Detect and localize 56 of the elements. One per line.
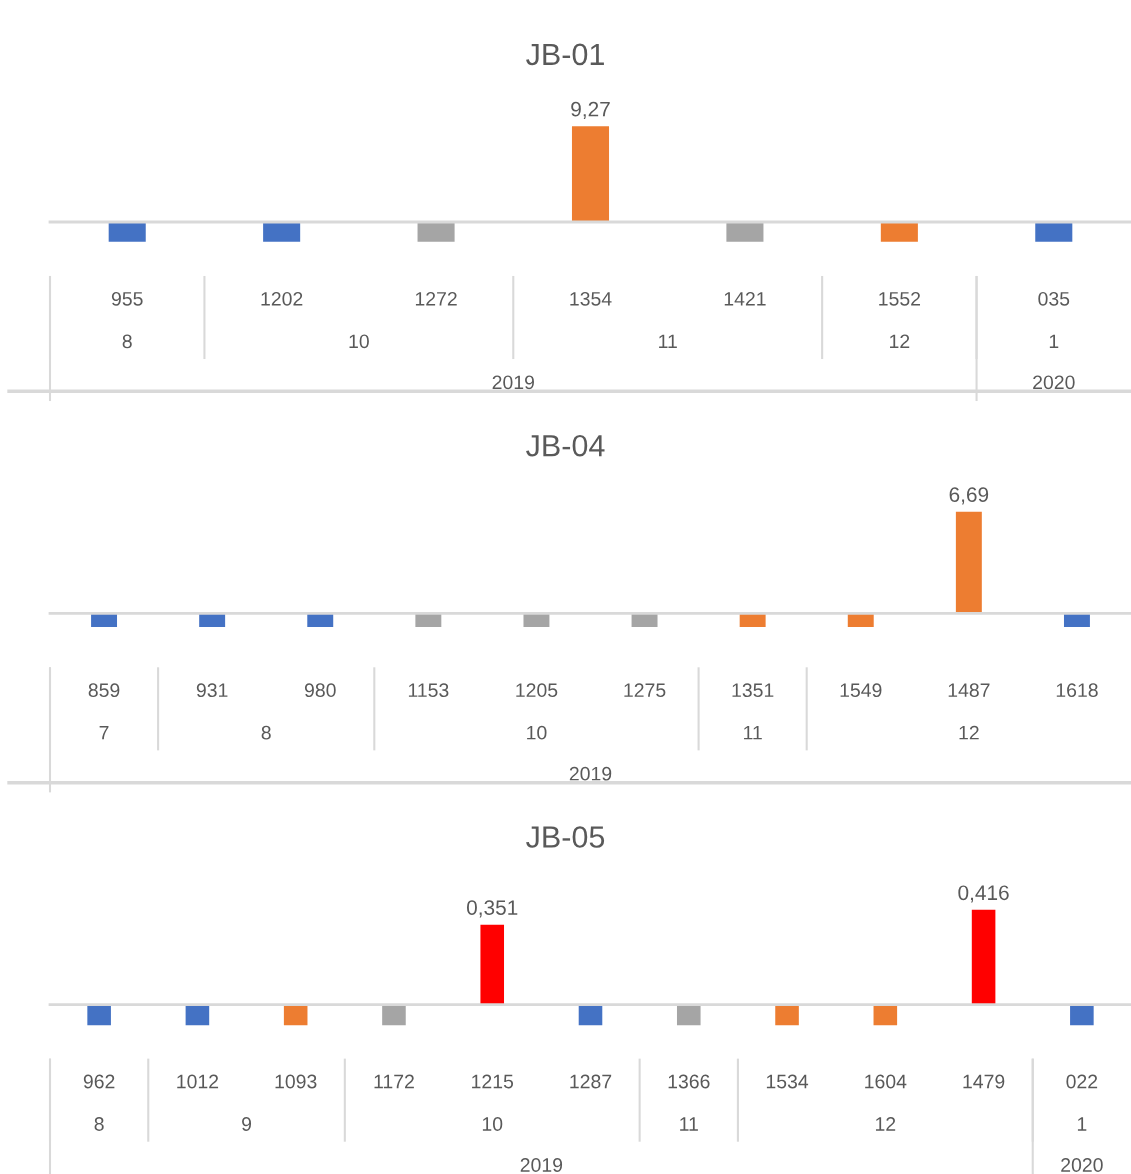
chart-title: JB-04 (526, 434, 605, 457)
x-tick-label: 931 (196, 683, 228, 698)
x-tick-label: 1202 (261, 291, 303, 306)
x-tick-label: 1012 (177, 1074, 219, 1089)
text: 2019 (569, 766, 612, 781)
text: 9 (242, 1117, 252, 1131)
x-tick-label: 1487 (948, 683, 990, 698)
text: 10 (482, 1117, 503, 1131)
text: 7 (99, 725, 109, 740)
x-tick-label: 1534 (766, 1074, 809, 1089)
x-tick-label: 1287 (570, 1074, 612, 1089)
x-tick-label: 1618 (1056, 683, 1098, 698)
text: 2019 (492, 375, 534, 390)
x-tick-label: 022 (1066, 1074, 1098, 1089)
x-tick-label: 1351 (732, 683, 774, 698)
text: 2019 (520, 1158, 563, 1172)
x-tick-label: 1479 (963, 1074, 1005, 1089)
text: 10 (349, 334, 369, 349)
text: 11 (680, 1117, 698, 1131)
text: 8 (261, 725, 271, 740)
data-label: 6,69 (949, 487, 989, 505)
x-tick-label: 1172 (374, 1074, 414, 1089)
x-tick-label: 1549 (840, 683, 882, 698)
x-tick-label: 1552 (879, 291, 921, 306)
x-tick-label: 1354 (570, 291, 612, 306)
text: 1 (1077, 1117, 1087, 1131)
data-label: 0,351 (466, 900, 518, 918)
text: 1 (1049, 334, 1059, 349)
x-tick-label: 1421 (724, 291, 766, 306)
x-tick-label: 1272 (415, 291, 457, 306)
x-tick-label: 1153 (408, 683, 449, 698)
text: 11 (659, 334, 677, 349)
x-tick-label: 980 (304, 683, 336, 698)
text: 11 (744, 725, 762, 740)
data-label: 9,27 (571, 101, 610, 120)
x-tick-label: 1205 (516, 683, 558, 698)
text: 12 (959, 725, 979, 740)
x-tick-label: 035 (1038, 291, 1070, 306)
chart-title: JB-05 (526, 826, 605, 848)
chart-title: JB-01 (526, 43, 604, 66)
x-tick-label: 955 (111, 291, 143, 306)
text: 10 (527, 725, 547, 740)
text: 12 (890, 334, 910, 349)
data-label: 0,416 (958, 885, 1009, 903)
x-tick-label: 1604 (865, 1074, 907, 1089)
text: 8 (94, 1117, 104, 1131)
x-tick-label: 1366 (668, 1074, 710, 1089)
text: 8 (122, 334, 132, 349)
x-tick-label: 859 (88, 683, 120, 698)
x-tick-label: 1215 (472, 1074, 514, 1089)
text: 2020 (1033, 375, 1075, 390)
x-tick-label: 1275 (624, 683, 666, 698)
text: 12 (875, 1117, 896, 1131)
text: 2020 (1061, 1158, 1103, 1172)
x-tick-label: 1093 (275, 1074, 317, 1089)
x-tick-label: 962 (83, 1074, 115, 1089)
